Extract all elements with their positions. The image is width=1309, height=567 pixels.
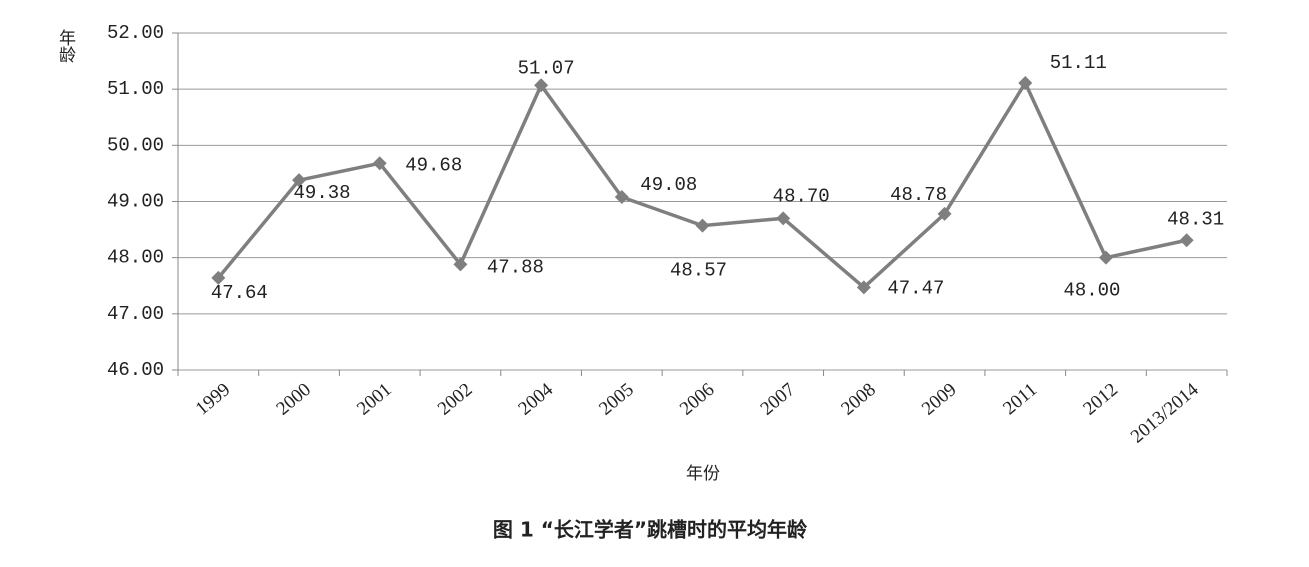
data-label: 47.88 — [487, 256, 544, 278]
data-label: 48.70 — [773, 185, 830, 207]
point — [372, 156, 387, 171]
y-tick-label: 50.00 — [107, 134, 164, 156]
x-tick-label: 2002 — [434, 379, 477, 420]
point — [211, 270, 226, 285]
point — [534, 78, 549, 93]
point — [292, 173, 307, 188]
x-tick-label: 2008 — [837, 379, 880, 420]
data-label: 48.31 — [1167, 208, 1224, 230]
y-tick-label: 49.00 — [107, 191, 164, 213]
point — [856, 280, 871, 295]
point — [453, 257, 468, 272]
point — [776, 211, 791, 226]
x-tick-label: 2013/2014 — [1127, 379, 1203, 448]
x-tick-label: 2009 — [918, 379, 961, 420]
x-tick-label: 2004 — [515, 379, 558, 420]
x-tick-label: 2001 — [353, 379, 396, 420]
data-label: 48.57 — [670, 260, 727, 282]
y-tick-label: 47.00 — [107, 303, 164, 325]
x-tick-label: 2000 — [272, 379, 315, 420]
x-tick-label: 1999 — [192, 379, 235, 420]
point — [1018, 75, 1033, 90]
y-tick-label: 51.00 — [107, 78, 164, 100]
x-tick-label: 2007 — [757, 379, 800, 420]
data-label: 49.68 — [405, 154, 462, 176]
x-tick-label: 2012 — [1079, 379, 1122, 420]
data-label: 48.00 — [1063, 280, 1120, 302]
data-label: 49.08 — [640, 174, 697, 196]
x-tick-label: 2006 — [676, 379, 719, 420]
caption: 图 1 “长江学者”跳槽时的平均年龄 — [493, 518, 808, 542]
point — [1179, 233, 1194, 248]
x-axis-title: 年份 — [686, 464, 720, 484]
y-tick-label: 48.00 — [107, 247, 164, 269]
point — [614, 190, 629, 205]
data-label: 51.11 — [1050, 52, 1107, 74]
data-label: 51.07 — [518, 57, 575, 79]
data-label: 47.64 — [211, 282, 268, 304]
point — [937, 206, 952, 221]
data-label: 47.47 — [887, 277, 944, 299]
y-axis-title: 年龄 — [55, 29, 76, 63]
y-tick-label: 46.00 — [107, 359, 164, 381]
y-tick-label: 52.00 — [107, 22, 164, 44]
data-label: 48.78 — [890, 184, 947, 206]
data-label: 49.38 — [294, 182, 351, 204]
x-tick-label: 2011 — [999, 379, 1041, 419]
point — [1098, 250, 1113, 265]
x-tick-label: 2005 — [595, 379, 638, 420]
point — [695, 218, 710, 233]
line — [216, 79, 1188, 290]
